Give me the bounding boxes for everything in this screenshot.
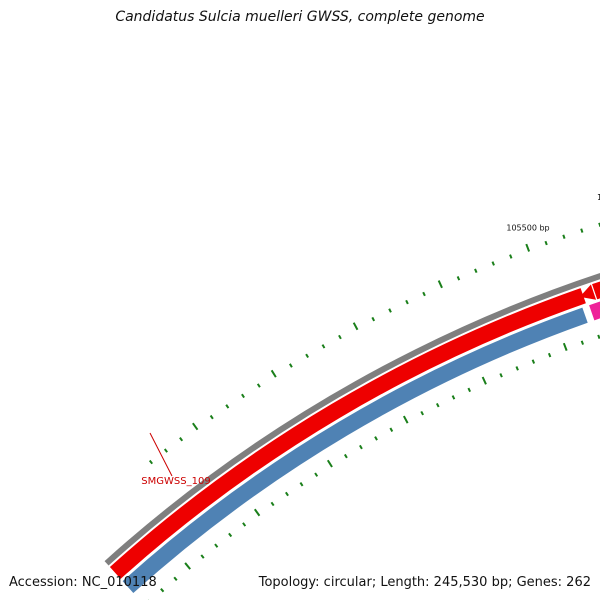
- inner-major-tick: [184, 562, 191, 570]
- outer-major-tick: [437, 280, 443, 289]
- inner-major-tick: [253, 508, 261, 517]
- feature-callout-line: [149, 432, 173, 477]
- outer-minor-tick: [405, 299, 409, 305]
- inner-minor-tick: [200, 554, 205, 559]
- inner-minor-tick: [343, 453, 348, 459]
- outer-minor-tick: [241, 393, 245, 399]
- outer-minor-tick: [179, 437, 184, 442]
- inner-minor-tick: [597, 334, 600, 340]
- outer-minor-tick: [509, 254, 513, 259]
- inner-minor-tick: [374, 436, 378, 441]
- reverse-gene-smgwss-109[interactable]: [122, 307, 588, 594]
- inner-minor-tick: [515, 366, 519, 371]
- forward-gene-arrowhead: [579, 284, 597, 300]
- inner-minor-tick: [435, 402, 440, 408]
- outer-minor-tick: [491, 261, 495, 266]
- inner-minor-tick: [467, 387, 472, 393]
- outer-minor-tick: [163, 448, 168, 453]
- outer-minor-tick: [422, 291, 426, 297]
- outer-minor-tick: [474, 268, 478, 274]
- inner-major-tick: [326, 459, 333, 468]
- inner-minor-tick: [270, 501, 275, 507]
- inner-minor-tick: [547, 352, 552, 358]
- outer-minor-tick: [580, 228, 584, 233]
- outer-minor-tick: [544, 240, 548, 246]
- outer-major-tick: [270, 369, 277, 378]
- outer-minor-tick: [562, 234, 566, 239]
- outer-ruler: [148, 222, 600, 465]
- outer-minor-tick: [388, 308, 392, 313]
- forward-gene-left[interactable]: [109, 288, 586, 579]
- outer-minor-tick: [225, 404, 230, 409]
- inner-minor-tick: [285, 491, 289, 497]
- outer-ruler-label: 105000 bp: [597, 193, 600, 202]
- outer-ruler-label: 105500 bp: [506, 224, 549, 233]
- accession-text: Accession: NC_010118: [9, 575, 157, 590]
- inner-minor-tick: [359, 444, 363, 450]
- inner-minor-tick: [173, 576, 178, 581]
- outer-minor-tick: [456, 276, 461, 281]
- inner-major-tick: [402, 415, 409, 424]
- genome-backbone: [104, 273, 600, 566]
- outer-minor-tick: [305, 353, 309, 359]
- outer-minor-tick: [148, 459, 154, 465]
- outer-major-tick: [525, 243, 531, 252]
- outer-ruler-labels: 102500 bp103000 bp103500 bp104000 bp1045…: [506, 193, 600, 233]
- forward-gene-right[interactable]: [592, 218, 600, 310]
- inner-minor-tick: [160, 588, 165, 593]
- genome-summary-text: Topology: circular; Length: 245,530 bp; …: [258, 575, 591, 590]
- inner-minor-tick: [299, 482, 304, 487]
- inner-minor-tick: [314, 472, 319, 477]
- inner-minor-tick: [451, 395, 456, 400]
- map-title: Candidatus Sulcia muelleri GWSS, complet…: [115, 9, 485, 25]
- inner-minor-tick: [228, 532, 233, 538]
- feature-callout-label[interactable]: SMGWSS_109: [141, 476, 210, 487]
- inner-minor-tick: [420, 410, 424, 416]
- inner-minor-tick: [242, 522, 247, 527]
- inner-minor-tick: [389, 427, 394, 432]
- inner-minor-tick: [214, 543, 219, 548]
- outer-major-tick: [192, 422, 199, 431]
- outer-minor-tick: [209, 414, 214, 420]
- outer-minor-tick: [256, 383, 261, 388]
- inner-minor-tick: [531, 359, 536, 364]
- inner-ruler: [148, 334, 600, 600]
- outer-minor-tick: [321, 344, 326, 349]
- inner-minor-tick: [499, 373, 503, 378]
- inner-major-tick: [562, 342, 568, 352]
- inner-minor-tick: [580, 340, 584, 345]
- outer-minor-tick: [288, 363, 293, 368]
- outer-minor-tick: [371, 316, 376, 322]
- outer-major-tick: [352, 322, 359, 331]
- outer-minor-tick: [338, 334, 342, 340]
- inner-major-tick: [481, 376, 487, 385]
